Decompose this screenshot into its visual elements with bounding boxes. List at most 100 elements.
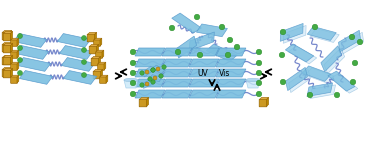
Polygon shape [305, 68, 334, 83]
Polygon shape [61, 58, 95, 71]
Polygon shape [143, 79, 153, 88]
Circle shape [82, 60, 87, 64]
FancyBboxPatch shape [3, 33, 11, 41]
Polygon shape [104, 62, 106, 70]
Circle shape [256, 49, 262, 55]
Polygon shape [310, 85, 336, 99]
Polygon shape [9, 42, 12, 52]
Polygon shape [162, 79, 192, 87]
Polygon shape [285, 67, 307, 91]
FancyBboxPatch shape [2, 69, 10, 77]
Polygon shape [64, 71, 97, 84]
Polygon shape [216, 48, 246, 56]
Polygon shape [139, 97, 149, 100]
Polygon shape [246, 80, 260, 88]
Polygon shape [100, 38, 102, 46]
Polygon shape [11, 31, 12, 40]
FancyBboxPatch shape [11, 77, 17, 83]
Polygon shape [99, 56, 101, 65]
Polygon shape [11, 50, 19, 52]
Polygon shape [162, 69, 192, 77]
Circle shape [140, 71, 144, 75]
Polygon shape [189, 32, 214, 51]
Circle shape [17, 71, 23, 76]
Polygon shape [11, 43, 12, 52]
Text: UV: UV [197, 69, 208, 78]
FancyBboxPatch shape [3, 57, 11, 65]
Circle shape [151, 68, 155, 72]
Circle shape [225, 52, 231, 58]
Polygon shape [11, 55, 12, 64]
Circle shape [256, 91, 262, 97]
Circle shape [17, 57, 23, 63]
Polygon shape [13, 34, 47, 47]
Circle shape [82, 48, 87, 52]
Polygon shape [162, 90, 192, 98]
Polygon shape [94, 32, 97, 41]
Circle shape [357, 39, 363, 45]
Circle shape [153, 76, 157, 80]
FancyBboxPatch shape [87, 34, 95, 42]
Circle shape [130, 70, 136, 76]
Circle shape [82, 36, 87, 40]
Polygon shape [280, 23, 303, 41]
Polygon shape [15, 46, 49, 59]
Polygon shape [189, 59, 219, 67]
Circle shape [197, 52, 203, 58]
Polygon shape [3, 68, 12, 71]
Polygon shape [216, 90, 246, 98]
Polygon shape [324, 48, 345, 74]
Circle shape [145, 70, 149, 74]
Polygon shape [135, 69, 165, 77]
Polygon shape [216, 79, 246, 87]
Circle shape [130, 60, 136, 66]
FancyBboxPatch shape [11, 64, 17, 70]
Polygon shape [3, 30, 12, 32]
Polygon shape [147, 97, 149, 107]
Polygon shape [17, 58, 51, 71]
Polygon shape [266, 97, 269, 107]
Polygon shape [3, 67, 12, 69]
Circle shape [307, 92, 313, 98]
FancyBboxPatch shape [2, 57, 10, 65]
Polygon shape [135, 59, 165, 67]
Polygon shape [9, 67, 12, 76]
FancyBboxPatch shape [11, 52, 17, 58]
Polygon shape [288, 46, 317, 64]
Polygon shape [87, 32, 97, 35]
Polygon shape [216, 69, 246, 77]
Polygon shape [11, 68, 12, 77]
Polygon shape [96, 44, 99, 53]
FancyBboxPatch shape [98, 64, 104, 70]
FancyBboxPatch shape [2, 32, 10, 40]
Polygon shape [331, 73, 358, 93]
Circle shape [279, 52, 285, 58]
Polygon shape [93, 69, 102, 72]
Circle shape [17, 45, 23, 51]
Circle shape [219, 24, 225, 30]
Polygon shape [310, 28, 339, 42]
Polygon shape [135, 79, 165, 87]
Polygon shape [106, 75, 108, 83]
Polygon shape [3, 31, 12, 33]
Polygon shape [11, 38, 19, 40]
Polygon shape [135, 90, 165, 98]
Circle shape [130, 91, 136, 97]
Polygon shape [17, 38, 19, 46]
Polygon shape [206, 44, 237, 62]
Circle shape [280, 29, 286, 35]
Polygon shape [17, 62, 19, 70]
Polygon shape [328, 71, 355, 91]
Polygon shape [189, 69, 219, 77]
Polygon shape [189, 48, 219, 56]
FancyBboxPatch shape [3, 70, 11, 78]
Circle shape [169, 25, 175, 31]
Polygon shape [260, 97, 269, 100]
Polygon shape [135, 48, 165, 56]
Polygon shape [96, 50, 104, 52]
Circle shape [234, 44, 240, 50]
Circle shape [151, 80, 155, 84]
Circle shape [334, 92, 340, 98]
Polygon shape [3, 43, 12, 45]
Circle shape [82, 72, 87, 77]
